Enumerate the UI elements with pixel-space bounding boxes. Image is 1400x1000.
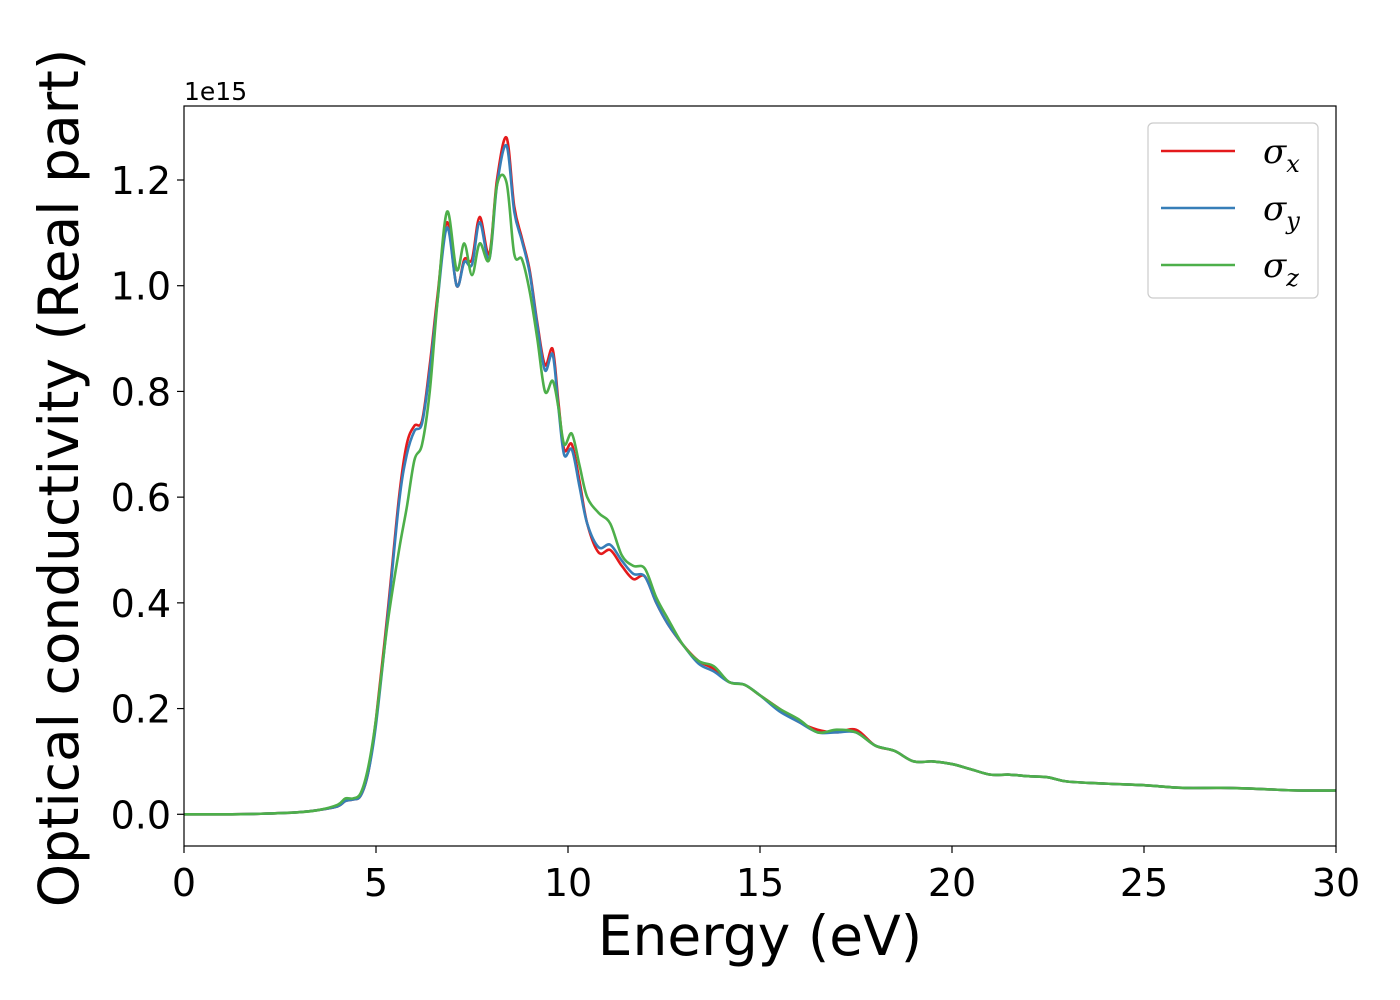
legend-box — [1147, 122, 1319, 299]
legend-label-y: σy — [1263, 189, 1300, 235]
y-axis-label: Optical conductivity (Real part) — [27, 49, 91, 908]
y-tick-label: 1.0 — [111, 265, 171, 309]
y-tick-label: 0.0 — [111, 793, 171, 837]
x-tick-label: 10 — [544, 861, 592, 905]
x-tick-label: 30 — [1312, 861, 1360, 905]
y-tick-label: 0.4 — [111, 582, 171, 626]
x-tick-label: 0 — [172, 861, 196, 905]
y-tick-label: 0.6 — [111, 476, 171, 520]
series-layer — [184, 136, 1336, 816]
series-line-z — [184, 173, 1336, 816]
x-tick-label: 15 — [736, 861, 784, 905]
legend-label-z: σz — [1263, 246, 1299, 292]
y-tick-label: 0.2 — [111, 688, 171, 732]
x-axis: 0 5 10 15 20 25 30 — [172, 846, 1360, 905]
x-axis-label: Energy (eV) — [598, 904, 922, 968]
legend-label-x: σx — [1263, 132, 1300, 178]
legend: σx σy σz — [1147, 122, 1319, 299]
y-tick-label: 1.2 — [111, 159, 171, 203]
x-tick-label: 5 — [364, 861, 388, 905]
x-tick-label: 20 — [928, 861, 976, 905]
y-axis: 0.0 0.2 0.4 0.6 0.8 1.0 1.2 — [111, 159, 184, 837]
y-axis-offset-label: 1e15 — [184, 77, 247, 106]
x-tick-label: 25 — [1120, 861, 1168, 905]
y-tick-label: 0.8 — [111, 370, 171, 414]
